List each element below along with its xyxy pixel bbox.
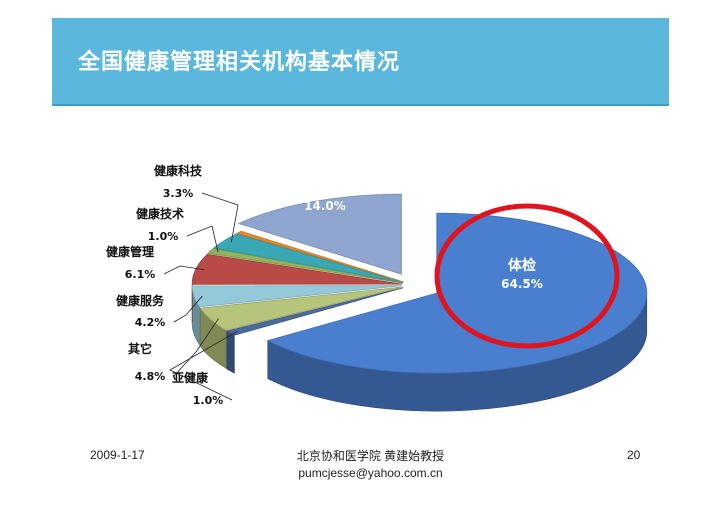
slice-label: 健康技术 xyxy=(136,206,184,221)
leader-line xyxy=(201,192,239,243)
slice-label: 其它 xyxy=(128,341,152,356)
footer-date: 2009-1-17 xyxy=(90,448,145,462)
slide-title: 全国健康管理相关机构基本情况 xyxy=(78,50,401,75)
pie-slice xyxy=(225,287,404,336)
pie-slice xyxy=(235,230,404,283)
footer-org: 北京协和医学院 黄建始教授 pumcjesse@yahoo.com.cn xyxy=(283,448,458,482)
slice-label: 体检 xyxy=(508,257,536,274)
pie-slice-side xyxy=(226,330,235,374)
slice-value-label: 1.0% xyxy=(193,394,224,407)
leader-line xyxy=(173,295,203,323)
pie-slice xyxy=(237,193,402,275)
slice-label: 健康咨询 xyxy=(299,180,351,196)
slice-label: 健康管理 xyxy=(106,244,154,259)
slice-label: 健康科技 xyxy=(154,163,203,178)
pie-slice xyxy=(191,285,403,308)
leader-line xyxy=(173,318,219,377)
pie-slice xyxy=(212,233,404,283)
slice-label: 亚健康 xyxy=(172,370,209,385)
slice-value-label: 64.5% xyxy=(501,277,543,291)
slice-value-label: 4.8% xyxy=(135,370,166,383)
title-bar: 全国健康管理相关机构基本情况 xyxy=(52,18,669,106)
pie-slice xyxy=(206,248,403,284)
slice-value-label: 14.0% xyxy=(304,199,346,213)
slice-value-label: 3.3% xyxy=(163,187,194,200)
slice-value-label: 4.2% xyxy=(135,316,166,329)
footer-org-name: 北京协和医学院 黄建始教授 xyxy=(296,449,445,463)
pie-slice xyxy=(191,253,403,285)
pie-slice xyxy=(199,286,403,331)
slice-value-label: 1.0% xyxy=(148,230,179,243)
slice-label: 健康服务 xyxy=(116,293,165,308)
highlight-circle xyxy=(434,203,620,349)
pie-chart: 体检 64.5% 亚健康 1.0% 其它 4.8% 健康服务 4.2% 健康管理 6.1% 健康技术… xyxy=(106,163,648,412)
leader-line xyxy=(163,265,205,275)
footer-email: pumcjesse@yahoo.com.cn xyxy=(298,466,443,480)
pie-slice xyxy=(266,212,648,374)
page-number: 20 xyxy=(627,448,641,462)
leader-line xyxy=(186,225,219,253)
slice-value-label: 6.1% xyxy=(125,268,156,281)
leader-line xyxy=(169,330,238,401)
